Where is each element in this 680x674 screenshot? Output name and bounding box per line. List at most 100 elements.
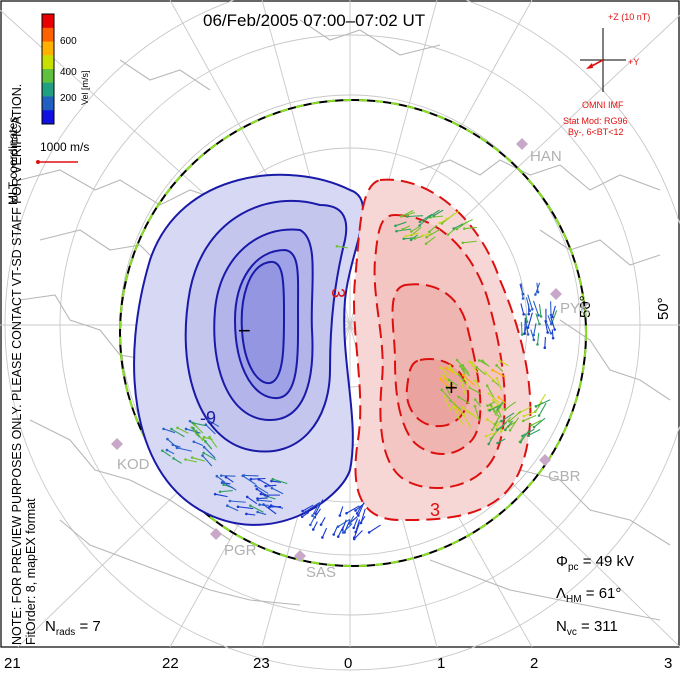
velocity-vector bbox=[341, 519, 347, 531]
velocity-vector bbox=[246, 513, 256, 516]
velocity-vector bbox=[504, 420, 513, 431]
velocity-vector bbox=[474, 380, 481, 389]
velocity-vector bbox=[492, 369, 506, 378]
velocity-vector bbox=[311, 501, 321, 516]
velocity-vector-origin bbox=[215, 474, 219, 478]
velocity-vector-origin bbox=[300, 515, 304, 518]
velocity-vector-origin bbox=[257, 478, 261, 481]
velocity-vector bbox=[171, 428, 185, 438]
velocity-vector-origin bbox=[341, 531, 345, 534]
velocity-vector bbox=[321, 527, 328, 538]
velocity-vector-origin bbox=[439, 366, 443, 370]
velocity-vector-origin bbox=[522, 414, 526, 418]
velocity-vector-origin bbox=[508, 429, 512, 432]
velocity-vector-origin bbox=[440, 222, 444, 225]
velocity-vector-origin bbox=[484, 371, 487, 374]
velocity-vector-origin bbox=[527, 312, 531, 316]
velocity-vector bbox=[527, 312, 533, 328]
velocity-vector bbox=[532, 300, 540, 316]
velocity-vector-origin bbox=[461, 364, 465, 367]
imf-source: OMNI IMF bbox=[582, 100, 624, 110]
velocity-vector bbox=[458, 374, 467, 385]
station-label-kod: KOD bbox=[117, 456, 150, 473]
mlt-tick-2: 2 bbox=[530, 655, 539, 672]
velocity-vector-origin bbox=[528, 309, 532, 313]
velocity-vector-origin bbox=[487, 442, 491, 446]
velocity-vector-origin bbox=[452, 405, 455, 409]
velocity-vector bbox=[215, 493, 228, 498]
velocity-vector-origin bbox=[418, 220, 422, 224]
velocity-vector-origin bbox=[452, 227, 455, 230]
velocity-vector-origin bbox=[206, 419, 210, 422]
velocity-vector-origin bbox=[456, 415, 460, 419]
velocity-vector bbox=[208, 419, 220, 428]
velocity-vector-origin bbox=[498, 359, 502, 363]
velocity-vector bbox=[546, 322, 552, 334]
velocity-vector bbox=[533, 417, 546, 428]
velocity-vector bbox=[464, 226, 478, 230]
station-label-han: HAN bbox=[530, 148, 562, 165]
velocity-vector-origin bbox=[521, 419, 525, 423]
velocity-vector bbox=[429, 209, 440, 218]
velocity-vector bbox=[467, 411, 478, 420]
colorbar-swatch bbox=[42, 110, 54, 125]
velocity-vector-origin bbox=[461, 241, 465, 245]
velocity-vector bbox=[538, 393, 547, 406]
velocity-vector bbox=[406, 211, 415, 216]
velocity-vector-origin bbox=[496, 441, 499, 445]
velocity-vector bbox=[257, 511, 267, 516]
velocity-vector bbox=[258, 478, 272, 487]
velocity-vector bbox=[489, 404, 502, 411]
mlt-tick-22: 22 bbox=[162, 655, 179, 672]
imf-z-label: +Z (10 nT) bbox=[608, 12, 651, 22]
velocity-vector-origin bbox=[335, 244, 339, 248]
velocity-vector-origin bbox=[270, 479, 273, 483]
velocity-vector-origin bbox=[424, 242, 428, 245]
mlt-tick-0: 0 bbox=[344, 655, 353, 672]
velocity-vector-origin bbox=[461, 406, 465, 409]
mlt-tick-3: 3 bbox=[664, 655, 673, 672]
velocity-vector bbox=[462, 374, 475, 386]
velocity-vector bbox=[460, 380, 466, 395]
colorbar-tick-400: 400 bbox=[60, 67, 77, 78]
velocity-vector-origin bbox=[546, 331, 549, 334]
velocity-vector bbox=[271, 480, 282, 483]
velocity-vector-origin bbox=[353, 536, 356, 539]
mlt-tick-23: 23 bbox=[253, 655, 270, 672]
velocity-vector-origin bbox=[258, 503, 261, 507]
velocity-vector-origin bbox=[503, 408, 507, 411]
velocity-vector-origin bbox=[219, 474, 223, 477]
velocity-vector bbox=[547, 315, 552, 325]
velocity-vector bbox=[337, 518, 351, 528]
velocity-vector-origin bbox=[208, 435, 211, 439]
velocity-vector bbox=[519, 406, 532, 414]
velocity-vector-origin bbox=[400, 215, 403, 218]
velocity-vector bbox=[312, 521, 318, 530]
velocity-vector bbox=[550, 316, 556, 330]
velocity-vector bbox=[272, 478, 288, 485]
velocity-vector bbox=[185, 428, 201, 434]
velocity-vector bbox=[356, 505, 362, 514]
potential-minimum-marker: − bbox=[238, 318, 251, 343]
velocity-vector-origin bbox=[428, 230, 431, 234]
velocity-vector bbox=[462, 365, 470, 374]
velocity-vector bbox=[508, 410, 522, 422]
velocity-vector-origin bbox=[455, 227, 459, 231]
velocity-vector-origin bbox=[264, 484, 267, 488]
velocity-vector-origin bbox=[176, 426, 179, 430]
velocity-vector bbox=[263, 504, 277, 515]
velocity-vectors bbox=[161, 209, 558, 541]
velocity-vector bbox=[301, 511, 310, 518]
velocity-vector-origin bbox=[255, 487, 259, 491]
velocity-vector-origin bbox=[490, 428, 494, 432]
imf-y-label: +Y bbox=[628, 57, 640, 67]
velocity-vector bbox=[551, 329, 554, 339]
velocity-vector-origin bbox=[448, 364, 451, 367]
velocity-vector bbox=[333, 526, 338, 535]
velocity-vector-origin bbox=[485, 384, 489, 388]
velocity-vector bbox=[533, 323, 537, 336]
velocity-vector-origin bbox=[521, 434, 524, 438]
velocity-vector-origin bbox=[520, 333, 524, 336]
velocity-vector-origin bbox=[544, 320, 548, 323]
